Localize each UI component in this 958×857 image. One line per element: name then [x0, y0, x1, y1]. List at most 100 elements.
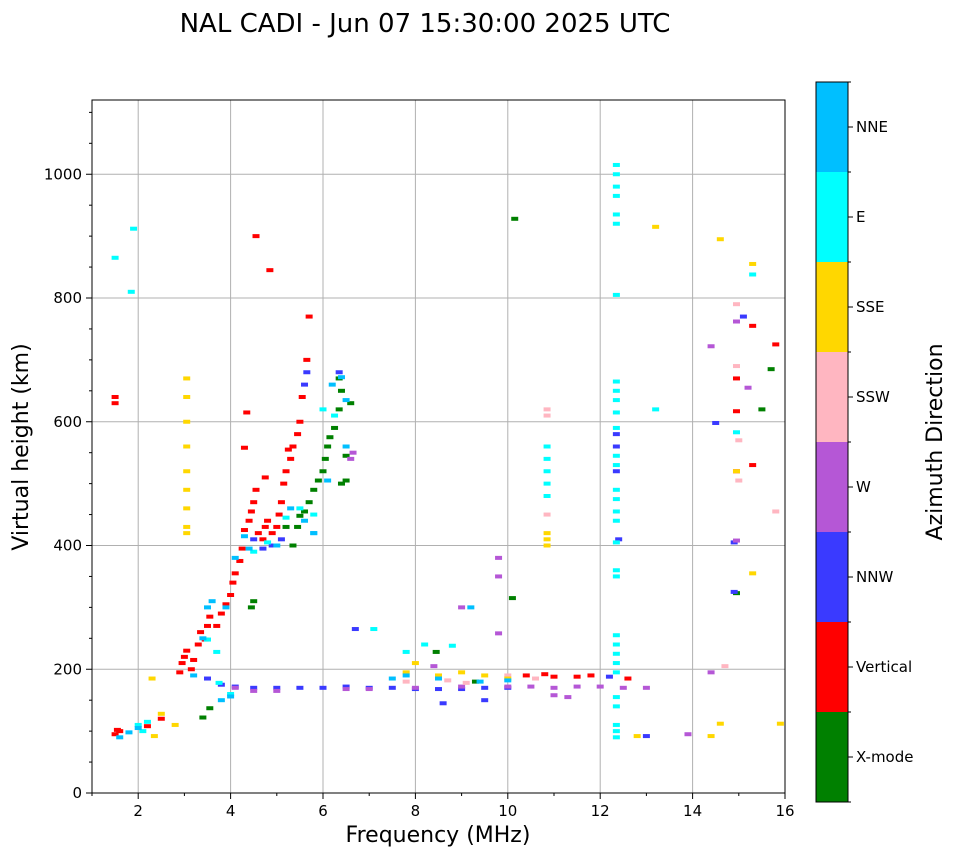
echo-point-sse	[171, 722, 179, 727]
echo-point-e	[732, 430, 740, 435]
echo-point-vertical	[261, 475, 269, 480]
echo-point-nnw	[296, 685, 304, 690]
echo-point-nne	[240, 534, 248, 539]
echo-point-e	[213, 649, 221, 654]
echo-point-sse	[776, 721, 784, 726]
echo-point-e	[612, 722, 620, 727]
echo-point-x-mode	[206, 706, 214, 711]
echo-point-vertical	[243, 410, 251, 415]
echo-point-sse	[543, 537, 551, 542]
echo-point-w	[349, 450, 357, 455]
echo-point-x-mode	[199, 715, 207, 720]
echo-point-w	[365, 687, 373, 692]
echo-point-e	[612, 212, 620, 217]
echo-point-ssw	[543, 413, 551, 418]
echo-point-vertical	[231, 571, 239, 576]
echo-point-e	[612, 651, 620, 656]
echo-point-nnw	[268, 543, 276, 548]
echo-point-sse	[458, 670, 466, 675]
y-tick-label: 400	[53, 537, 82, 555]
echo-point-e	[612, 184, 620, 189]
echo-point-sse	[633, 734, 641, 739]
y-tick-label: 200	[53, 660, 82, 678]
echo-point-x-mode	[342, 453, 350, 458]
echo-point-w	[504, 684, 512, 689]
echo-point-e	[310, 512, 318, 517]
echo-point-ssw	[735, 438, 743, 443]
echo-point-nnw	[642, 734, 650, 739]
echo-point-nne	[273, 543, 281, 548]
echo-point-nne	[190, 673, 198, 678]
echo-point-nne	[435, 676, 442, 681]
echo-point-w	[596, 684, 604, 689]
echo-point-sse	[183, 395, 191, 399]
y-axis-label: Virtual height (km)	[9, 343, 34, 550]
echo-point-e	[612, 398, 620, 403]
echo-point-e	[612, 735, 620, 740]
echo-point-nne	[402, 673, 410, 678]
echo-point-nne	[342, 444, 350, 449]
echo-point-nnw	[730, 589, 738, 594]
echo-point-sse	[183, 419, 191, 424]
echo-point-e	[215, 680, 223, 685]
echo-point-nne	[231, 555, 239, 560]
echo-point-sse	[157, 711, 165, 716]
echo-point-x-mode	[250, 599, 258, 604]
y-tick-label: 800	[53, 289, 82, 307]
echo-point-ssw	[732, 364, 740, 369]
echo-point-sse	[183, 376, 191, 381]
echo-point-e	[204, 637, 211, 642]
echo-point-vertical	[264, 518, 272, 523]
echo-point-x-mode	[282, 524, 290, 529]
colorbar-segment	[816, 622, 848, 712]
colorbar-label: NNW	[856, 568, 893, 586]
echo-point-vertical	[227, 593, 235, 597]
x-tick-label: 16	[775, 802, 794, 820]
echo-point-nnw	[481, 685, 489, 690]
echo-point-w	[495, 555, 503, 560]
echo-point-nnw	[481, 698, 489, 703]
echo-point-vertical	[541, 672, 549, 677]
echo-point-vertical	[277, 500, 285, 505]
echo-point-w	[642, 685, 650, 690]
echo-point-nnw	[319, 685, 327, 690]
echo-point-vertical	[111, 395, 119, 399]
echo-point-nne	[328, 382, 336, 387]
echo-point-x-mode	[294, 524, 302, 529]
echo-point-ssw	[532, 676, 540, 681]
x-tick-label: 8	[411, 802, 421, 820]
echo-point-w	[527, 684, 535, 689]
echo-point-w	[495, 631, 503, 636]
echo-point-nne	[310, 531, 318, 536]
echo-point-e	[250, 549, 258, 554]
colorbar-title: Azimuth Direction	[923, 343, 948, 540]
echo-point-sse	[183, 444, 191, 449]
echo-point-e	[612, 388, 620, 393]
echo-point-nnw	[612, 469, 620, 474]
colorbar-segment	[816, 442, 848, 532]
echo-point-vertical	[305, 314, 313, 319]
echo-point-x-mode	[314, 478, 322, 483]
echo-point-ssw	[772, 509, 780, 514]
echo-point-vertical	[180, 654, 188, 659]
echo-point-nnw	[612, 432, 620, 437]
echo-point-vertical	[197, 630, 205, 635]
echo-point-vertical	[204, 623, 211, 628]
echo-point-vertical	[266, 268, 274, 273]
echo-point-x-mode	[321, 456, 329, 461]
echo-point-e	[612, 568, 620, 573]
echo-point-sse	[749, 571, 757, 576]
colorbar-label: NNE	[856, 118, 888, 136]
echo-point-sse	[707, 734, 715, 739]
echo-point-vertical	[254, 531, 262, 536]
echo-point-e	[319, 407, 327, 412]
echo-point-vertical	[573, 674, 581, 679]
colorbar-label: Vertical	[856, 658, 912, 676]
echo-point-nne	[208, 599, 216, 604]
echo-point-vertical	[240, 528, 248, 533]
echo-point-nne	[199, 636, 207, 641]
echo-point-nnw	[351, 627, 359, 632]
echo-point-e	[421, 642, 429, 647]
echo-point-vertical	[298, 395, 306, 399]
plot-area: 2 4 6 8 10 12 14 16 0 200 400 600 800 1000	[44, 99, 795, 820]
